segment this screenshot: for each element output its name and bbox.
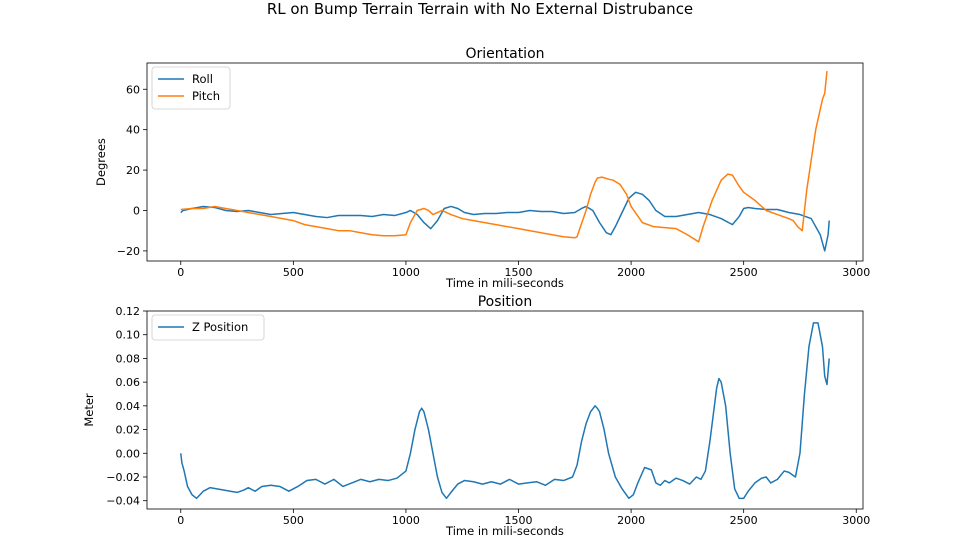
x-tick-label: 2000 (617, 514, 645, 527)
x-tick-label: 500 (283, 514, 304, 527)
x-tick-label: 2500 (730, 514, 758, 527)
x-tick-label: 1000 (392, 514, 420, 527)
axes-frame (147, 311, 863, 509)
x-tick-label: 2000 (617, 266, 645, 279)
y-tick-label: 0.06 (116, 376, 141, 389)
y-tick-label: 60 (126, 83, 140, 96)
y-tick-label: 0.04 (116, 400, 141, 413)
x-tick-label: 2500 (730, 266, 758, 279)
x-axis-label: Time in mili-seconds (445, 524, 564, 538)
x-tick-label: 3000 (842, 266, 870, 279)
legend: Roll Pitch (152, 67, 230, 109)
y-tick-label: 0.12 (116, 305, 141, 318)
y-tick-label: 20 (126, 164, 140, 177)
y-tick-label: −20 (117, 245, 140, 258)
x-tick-label: 3000 (842, 514, 870, 527)
y-tick-label: 0.00 (116, 447, 141, 460)
x-tick-label: 0 (177, 514, 184, 527)
y-tick-label: 0.10 (116, 329, 141, 342)
y-axis-label: Degrees (94, 138, 108, 186)
x-tick-label: 500 (283, 266, 304, 279)
y-axis-label: Meter (82, 393, 96, 427)
y-tick-label: −0.02 (106, 471, 140, 484)
y-tick-label: 0 (133, 204, 140, 217)
axes-title: Position (478, 294, 533, 310)
x-tick-label: 1000 (392, 266, 420, 279)
axes-title: Orientation (465, 46, 544, 62)
x-axis-label: Time in mili-seconds (445, 276, 564, 290)
y-tick-label: 40 (126, 124, 140, 137)
legend-label-roll: Roll (192, 72, 213, 86)
legend-label-pitch: Pitch (192, 89, 220, 103)
y-tick-label: 0.02 (116, 424, 141, 437)
y-tick-label: −0.04 (106, 495, 140, 508)
legend: Z Position (152, 315, 264, 340)
x-tick-label: 0 (177, 266, 184, 279)
legend-label-z-position: Z Position (192, 320, 248, 334)
y-tick-label: 0.08 (116, 352, 141, 365)
axes-frame (147, 63, 863, 261)
